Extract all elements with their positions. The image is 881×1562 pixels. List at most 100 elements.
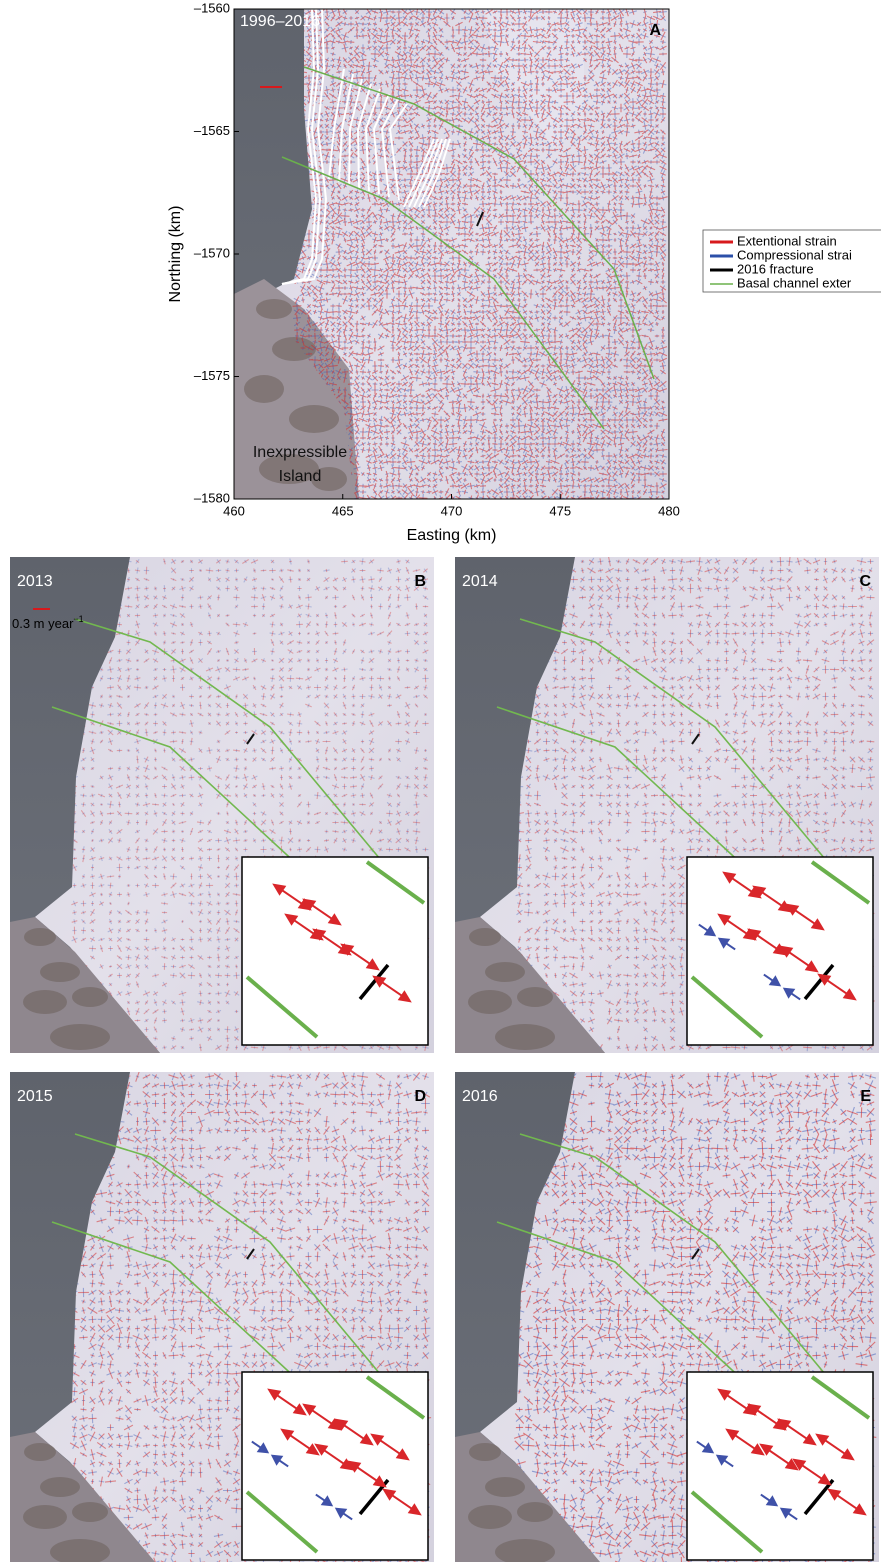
inset-arrow-head [817, 973, 832, 986]
rock [485, 1477, 525, 1497]
inset-arrow-head [267, 1388, 282, 1401]
inset-channel [690, 1490, 764, 1554]
fracture-trace [388, 103, 408, 201]
land [455, 917, 605, 1053]
basal-channel [51, 706, 301, 868]
fracture-trace [364, 88, 381, 192]
rock [468, 1505, 512, 1529]
inset-channel [245, 975, 319, 1039]
inset-arrow-head [768, 975, 782, 987]
rock [517, 987, 553, 1007]
inset-arrow-head [772, 943, 787, 956]
y-tick-label: –1570 [194, 245, 230, 260]
x-tick-label: 475 [549, 503, 571, 518]
x-tick-label: 470 [441, 503, 463, 518]
inset [686, 856, 874, 1046]
rock [495, 1024, 555, 1050]
inset-arrow-head [339, 1458, 354, 1471]
inset-arrow-head [334, 1507, 348, 1519]
inset-arrow-head [701, 1442, 715, 1454]
inset-arrow-head [784, 1458, 799, 1471]
inset-arrow-head [372, 975, 387, 988]
rock [517, 1502, 553, 1522]
inset-arrow-head [722, 871, 737, 884]
rock [23, 990, 67, 1014]
rock [469, 928, 501, 946]
inset-arrow-head [782, 987, 796, 999]
fracture-trace [408, 138, 439, 208]
inset-arrow-head [759, 1443, 774, 1456]
rock [259, 454, 319, 484]
x-axis-label: Easting (km) [407, 527, 497, 544]
basal-channel [303, 66, 655, 380]
inset-fracture [803, 963, 835, 1001]
inset [241, 1371, 429, 1561]
legend-label: Compressional strai [737, 247, 852, 262]
inset-box [241, 1371, 429, 1561]
inset-arrow-head [804, 960, 819, 973]
rock [272, 337, 316, 361]
y-tick-label: –1575 [194, 368, 230, 383]
panel-a: 1996–2016 A Inexpressible Island –1560 –1565 –… [167, 0, 881, 544]
panel: 2013 B 0.3 m year−1 [10, 557, 434, 1053]
rock [485, 962, 525, 982]
inset-arrow-head [717, 937, 731, 949]
x-tick-label: 460 [223, 503, 245, 518]
legend-box [702, 229, 881, 293]
year-label: 2015 [17, 1088, 53, 1105]
inset [686, 1371, 874, 1561]
fracture-trace [328, 68, 345, 180]
inset-arrow-head [347, 1460, 362, 1473]
inset-arrow-head [827, 1488, 842, 1501]
inset-channel [690, 975, 764, 1039]
inset-fracture [803, 1478, 835, 1516]
inset-arrow-head [270, 1454, 284, 1466]
basal-channel [74, 618, 396, 878]
basal-channel [496, 1221, 746, 1383]
legend-label: Extentional strain [737, 233, 837, 248]
inset-arrow-head [815, 1433, 830, 1446]
inset-arrow-head [785, 903, 800, 916]
inset-arrow-head [810, 918, 825, 931]
panel-label: D [414, 1088, 426, 1105]
basal-channel [74, 1133, 396, 1393]
fracture-trace [372, 93, 390, 195]
inset-fracture [358, 963, 390, 1001]
basal-channel [519, 618, 841, 878]
rock [24, 1443, 56, 1461]
inset-arrow-head [312, 928, 327, 941]
smooth-ice [484, 9, 584, 149]
inset-arrow-head [302, 1403, 317, 1416]
rock [72, 1502, 108, 1522]
inset [241, 856, 429, 1046]
inset-arrow-head [750, 1443, 765, 1456]
rock [469, 1443, 501, 1461]
inset-arrow-head [817, 1473, 832, 1486]
land [10, 917, 160, 1053]
fracture-2016 [476, 211, 484, 227]
y-tick-label: –1565 [194, 123, 230, 138]
inset-arrow-head [382, 1488, 397, 1501]
inset-box [686, 1371, 874, 1561]
inset-arrow-head [284, 913, 299, 926]
island-label: Inexpressible [253, 444, 347, 461]
inset-arrow-head [327, 1418, 342, 1431]
panel-label: E [860, 1088, 871, 1105]
rock [50, 1024, 110, 1050]
inset-box [241, 856, 429, 1046]
inset-channel [365, 1375, 426, 1420]
legend-label: Basal channel exter [737, 275, 852, 290]
panel-label: C [859, 573, 871, 590]
inset-arrow-head [715, 1454, 729, 1466]
island-label: Island [279, 468, 322, 485]
inset-arrow-head [842, 988, 857, 1001]
y-tick-label: –1580 [194, 490, 230, 505]
inset-arrow-head [717, 1388, 732, 1401]
inset-arrow-head [280, 1428, 295, 1441]
fracture-2016 [691, 1248, 700, 1260]
rock [50, 1539, 110, 1562]
inset-channel [245, 1490, 319, 1554]
basal-channel [496, 706, 746, 868]
inset-arrow-head [340, 943, 355, 956]
